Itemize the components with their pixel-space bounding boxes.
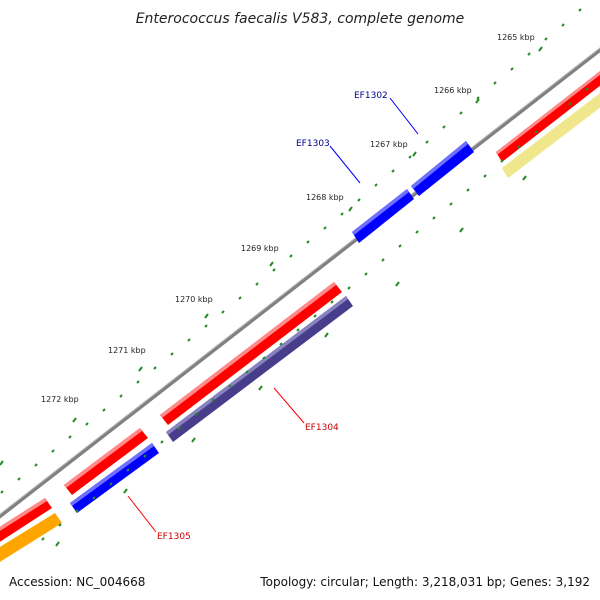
- gene-label-ef1305[interactable]: EF1305: [157, 532, 191, 542]
- forward-cds-feature[interactable]: [0, 498, 47, 534]
- forward-cds-feature[interactable]: [64, 428, 142, 488]
- leader-line: [127, 495, 157, 533]
- outer-tick-arc: [0, 8, 582, 494]
- scale-label: 1267 kbp: [370, 140, 408, 149]
- reverse-cds-feature[interactable]: [411, 141, 468, 189]
- scale-label: 1266 kbp: [434, 86, 472, 95]
- reverse-cds-feature[interactable]: [352, 189, 409, 235]
- forward-cds-feature[interactable]: [160, 282, 336, 418]
- accession-text: Accession: NC_004668: [9, 575, 145, 589]
- leader-line: [329, 145, 361, 184]
- forward-cds-track: [0, 68, 600, 545]
- scale-labels: 1265 kbp 1266 kbp 1267 kbp 1268 kbp 1269…: [41, 33, 535, 404]
- cog-feature: [502, 93, 600, 178]
- map-title: Enterococcus faecalis V583, complete gen…: [136, 11, 465, 27]
- cog-track: [0, 93, 600, 562]
- reverse-cds-feature[interactable]: [166, 296, 353, 442]
- genome-backbone: [0, 47, 600, 519]
- reverse-cds-track: [70, 141, 474, 513]
- inner-tick-arc: [41, 87, 589, 541]
- reverse-cds-feature[interactable]: [70, 443, 159, 513]
- scale-label: 1265 kbp: [497, 33, 535, 42]
- scale-label: 1268 kbp: [306, 193, 344, 202]
- leader-line: [389, 97, 419, 135]
- genome-summary-text: Topology: circular; Length: 3,218,031 bp…: [259, 575, 590, 589]
- gene-label-ef1303[interactable]: EF1303: [296, 139, 330, 149]
- reverse-cds-feature[interactable]: [352, 189, 414, 243]
- forward-cds-feature[interactable]: [160, 282, 342, 425]
- gene-labels: EF1302 EF1303 EF1304 EF1305: [157, 91, 388, 542]
- gene-label-ef1302[interactable]: EF1302: [354, 91, 388, 101]
- scale-label: 1272 kbp: [41, 395, 79, 404]
- leader-line: [273, 387, 305, 424]
- forward-cds-feature[interactable]: [64, 428, 148, 495]
- scale-label: 1269 kbp: [241, 244, 279, 253]
- scale-label: 1270 kbp: [175, 295, 213, 304]
- gene-label-ef1304[interactable]: EF1304: [305, 423, 339, 433]
- scale-label: 1271 kbp: [108, 346, 146, 355]
- gene-label-leaders: [127, 97, 419, 533]
- cog-feature: [0, 513, 62, 562]
- outer-major-ticks: [0, 46, 543, 466]
- reverse-cds-feature[interactable]: [70, 443, 154, 506]
- forward-cds-feature[interactable]: [0, 498, 52, 545]
- reverse-cds-feature[interactable]: [411, 141, 474, 196]
- forward-cds-feature[interactable]: [496, 68, 600, 155]
- inner-major-ticks: [55, 175, 527, 547]
